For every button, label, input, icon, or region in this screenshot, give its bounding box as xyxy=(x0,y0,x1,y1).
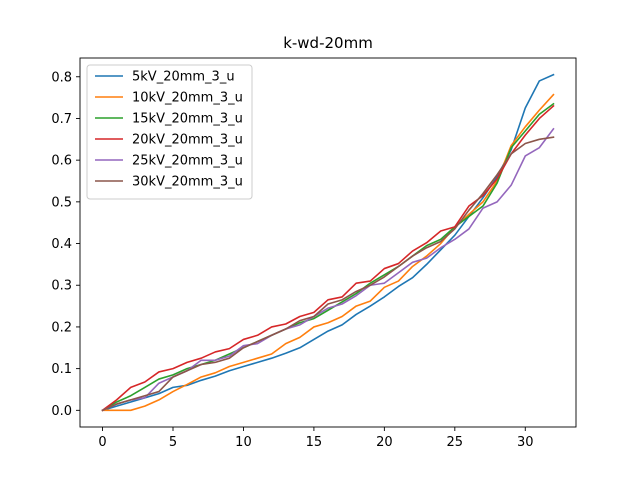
legend-label-4: 20kV_20mm_3_u xyxy=(132,133,243,148)
y-tick-label: 0.5 xyxy=(51,195,72,210)
x-tick-label: 30 xyxy=(517,435,534,450)
x-tick-label: 25 xyxy=(447,435,464,450)
y-tick-label: 0.0 xyxy=(51,404,72,419)
y-tick-label: 0.3 xyxy=(51,279,72,294)
x-tick-label: 0 xyxy=(98,435,106,450)
y-tick-label: 0.7 xyxy=(51,112,72,127)
legend-label-3: 15kV_20mm_3_u xyxy=(132,112,243,127)
series-line-1 xyxy=(101,73,555,412)
x-tick-label: 20 xyxy=(376,435,393,450)
y-axis: 0.0 0.1 0.2 0.3 0.4 0.5 0.6 0.7 0.8 xyxy=(51,70,80,419)
plot-area xyxy=(79,57,577,428)
axes-frame xyxy=(79,57,577,428)
x-tick-label: 5 xyxy=(169,435,177,450)
legend-label-5: 25kV_20mm_3_u xyxy=(132,154,243,169)
y-tick-label: 0.4 xyxy=(51,237,72,252)
series-line-3 xyxy=(101,102,555,412)
legend-box xyxy=(86,64,253,200)
series-line-2 xyxy=(101,93,555,412)
legend-label-6: 30kV_20mm_3_u xyxy=(132,175,243,190)
x-tick-label: 15 xyxy=(306,435,323,450)
y-tick-label: 0.2 xyxy=(51,320,72,335)
legend-label-2: 10kV_20mm_3_u xyxy=(132,91,243,106)
x-tick-label: 10 xyxy=(235,435,252,450)
y-tick-label: 0.6 xyxy=(51,154,72,169)
legend-label-1: 5kV_20mm_3_u xyxy=(132,70,235,85)
y-tick-label: 0.8 xyxy=(51,70,72,85)
legend: 5kV_20mm_3_u 10kV_20mm_3_u 15kV_20mm_3_u 20… xyxy=(86,64,253,200)
series-line-6 xyxy=(101,136,555,412)
y-tick-label: 0.1 xyxy=(51,362,72,377)
chart-title: k-wd-20mm xyxy=(283,34,373,52)
x-axis: 0 5 10 15 20 25 30 xyxy=(98,427,534,450)
